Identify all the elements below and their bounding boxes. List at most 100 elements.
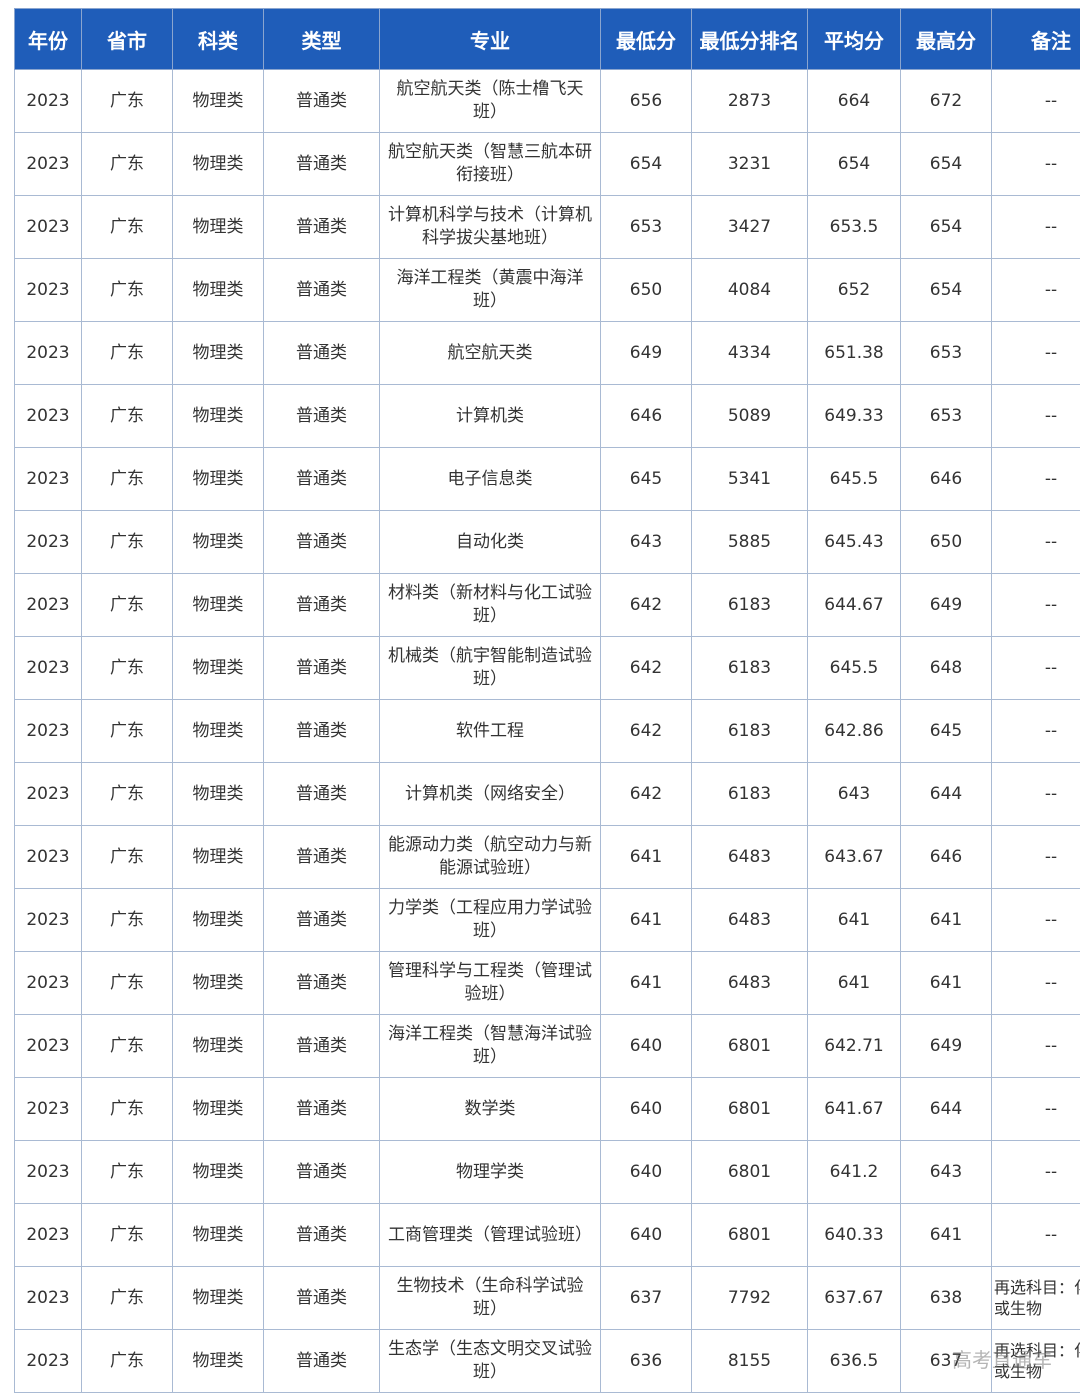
table-cell: 640 <box>600 1203 692 1267</box>
table-cell: 广东 <box>81 69 173 133</box>
table-cell: 640 <box>600 1077 692 1141</box>
table-body: 2023 广东 物理类 普通类 航空航天类（陈士橹飞天班） 656 2873 664 672 --… <box>14 69 1080 1393</box>
table-cell: 653 <box>900 321 992 385</box>
table-cell: 651.38 <box>807 321 901 385</box>
table-cell: 6801 <box>691 1077 808 1141</box>
table-cell: 计算机类 <box>379 384 601 448</box>
table-cell: 2023 <box>14 951 82 1015</box>
table-cell: -- <box>991 825 1080 889</box>
table-cell: -- <box>991 888 1080 952</box>
table-cell: 数学类 <box>379 1077 601 1141</box>
table-cell: 普通类 <box>263 1077 380 1141</box>
table-cell: 7792 <box>691 1266 808 1330</box>
table-cell: 640.33 <box>807 1203 901 1267</box>
table-cell: -- <box>991 1077 1080 1141</box>
table-cell: 2023 <box>14 69 82 133</box>
table-cell: 普通类 <box>263 132 380 196</box>
table-row: 2023 广东 物理类 普通类 能源动力类（航空动力与新能源试验班） 641 6483 643… <box>14 825 1080 889</box>
table-cell: 2023 <box>14 510 82 574</box>
table-cell: 6183 <box>691 762 808 826</box>
table-cell: 普通类 <box>263 1266 380 1330</box>
table-cell: 物理类 <box>172 1203 264 1267</box>
table-cell: 物理类 <box>172 258 264 322</box>
table-cell: 材料类（新材料与化工试验班） <box>379 573 601 637</box>
table-cell: -- <box>991 573 1080 637</box>
table-cell: 广东 <box>81 1329 173 1393</box>
table-cell: 654 <box>900 132 992 196</box>
table-cell: 再选科目：化学或生物 <box>991 1329 1080 1393</box>
table-cell: 6483 <box>691 951 808 1015</box>
table-cell: 2873 <box>691 69 808 133</box>
table-cell: 物理类 <box>172 510 264 574</box>
watermark: 高考直通车 <box>952 1348 1052 1372</box>
table-cell: 636 <box>600 1329 692 1393</box>
table-cell: 航空航天类 <box>379 321 601 385</box>
table-cell: 广东 <box>81 1203 173 1267</box>
table-cell: 653 <box>900 384 992 448</box>
table-cell: 物理类 <box>172 1014 264 1078</box>
table-cell: 641 <box>600 951 692 1015</box>
table-cell: 649 <box>600 321 692 385</box>
table-cell: 再选科目：化学或生物 <box>991 1266 1080 1330</box>
table-cell: 物理类 <box>172 888 264 952</box>
table-cell: 广东 <box>81 384 173 448</box>
table-cell: 2023 <box>14 825 82 889</box>
table-cell: 652 <box>807 258 901 322</box>
table-cell: 643 <box>600 510 692 574</box>
table-cell: 生态学（生态文明交叉试验班） <box>379 1329 601 1393</box>
table-cell: 648 <box>900 636 992 700</box>
table-cell: 广东 <box>81 573 173 637</box>
table-cell: 641.67 <box>807 1077 901 1141</box>
header-cell: 备注 <box>991 8 1080 70</box>
table-cell: -- <box>991 321 1080 385</box>
table-cell: 物理类 <box>172 132 264 196</box>
table-cell: -- <box>991 258 1080 322</box>
table-cell: 广东 <box>81 510 173 574</box>
table-cell: 2023 <box>14 321 82 385</box>
table-cell: 物理类 <box>172 573 264 637</box>
table-cell: 物理类 <box>172 762 264 826</box>
table-cell: 海洋工程类（黄震中海洋班） <box>379 258 601 322</box>
table-cell: 645 <box>600 447 692 511</box>
table-cell: 2023 <box>14 1140 82 1204</box>
table-cell: 636.5 <box>807 1329 901 1393</box>
table-cell: 机械类（航宇智能制造试验班） <box>379 636 601 700</box>
table-cell: 654 <box>807 132 901 196</box>
table-cell: 641 <box>807 951 901 1015</box>
table-cell: 638 <box>900 1266 992 1330</box>
table-row: 2023 广东 物理类 普通类 计算机科学与技术（计算机科学拔尖基地班） 653 3427 6… <box>14 195 1080 259</box>
table-cell: 计算机类（网络安全） <box>379 762 601 826</box>
table-cell: -- <box>991 69 1080 133</box>
table-cell: 物理学类 <box>379 1140 601 1204</box>
table-cell: 电子信息类 <box>379 447 601 511</box>
table-cell: 5089 <box>691 384 808 448</box>
table-cell: 普通类 <box>263 384 380 448</box>
table-cell: 广东 <box>81 1266 173 1330</box>
table-cell: 644.67 <box>807 573 901 637</box>
table-cell: 力学类（工程应用力学试验班） <box>379 888 601 952</box>
table-cell: 2023 <box>14 636 82 700</box>
table-cell: 650 <box>600 258 692 322</box>
table-cell: 普通类 <box>263 258 380 322</box>
table-cell: 生物技术（生命科学试验班） <box>379 1266 601 1330</box>
table-cell: 物理类 <box>172 69 264 133</box>
table-cell: 664 <box>807 69 901 133</box>
table-cell: 654 <box>600 132 692 196</box>
header-row: 年份 省市 科类 类型 专业 最低分 最低分排名 平均分 最高分 备注 <box>14 8 1080 70</box>
table-row: 2023 广东 物理类 普通类 航空航天类（陈士橹飞天班） 656 2873 664 672 -- <box>14 69 1080 133</box>
table-cell: -- <box>991 1140 1080 1204</box>
table-cell: 物理类 <box>172 1140 264 1204</box>
table-cell: 普通类 <box>263 321 380 385</box>
table-cell: 广东 <box>81 258 173 322</box>
table-row: 2023 广东 物理类 普通类 海洋工程类（智慧海洋试验班） 640 6801 642.71 6… <box>14 1014 1080 1078</box>
table-cell: 航空航天类（智慧三航本研衔接班） <box>379 132 601 196</box>
table-cell: 计算机科学与技术（计算机科学拔尖基地班） <box>379 195 601 259</box>
table-cell: 641 <box>600 825 692 889</box>
table-cell: 普通类 <box>263 1329 380 1393</box>
table-cell: 广东 <box>81 888 173 952</box>
table-cell: 641 <box>900 1203 992 1267</box>
table-cell: 4084 <box>691 258 808 322</box>
table-cell: 637.67 <box>807 1266 901 1330</box>
table-cell: 672 <box>900 69 992 133</box>
